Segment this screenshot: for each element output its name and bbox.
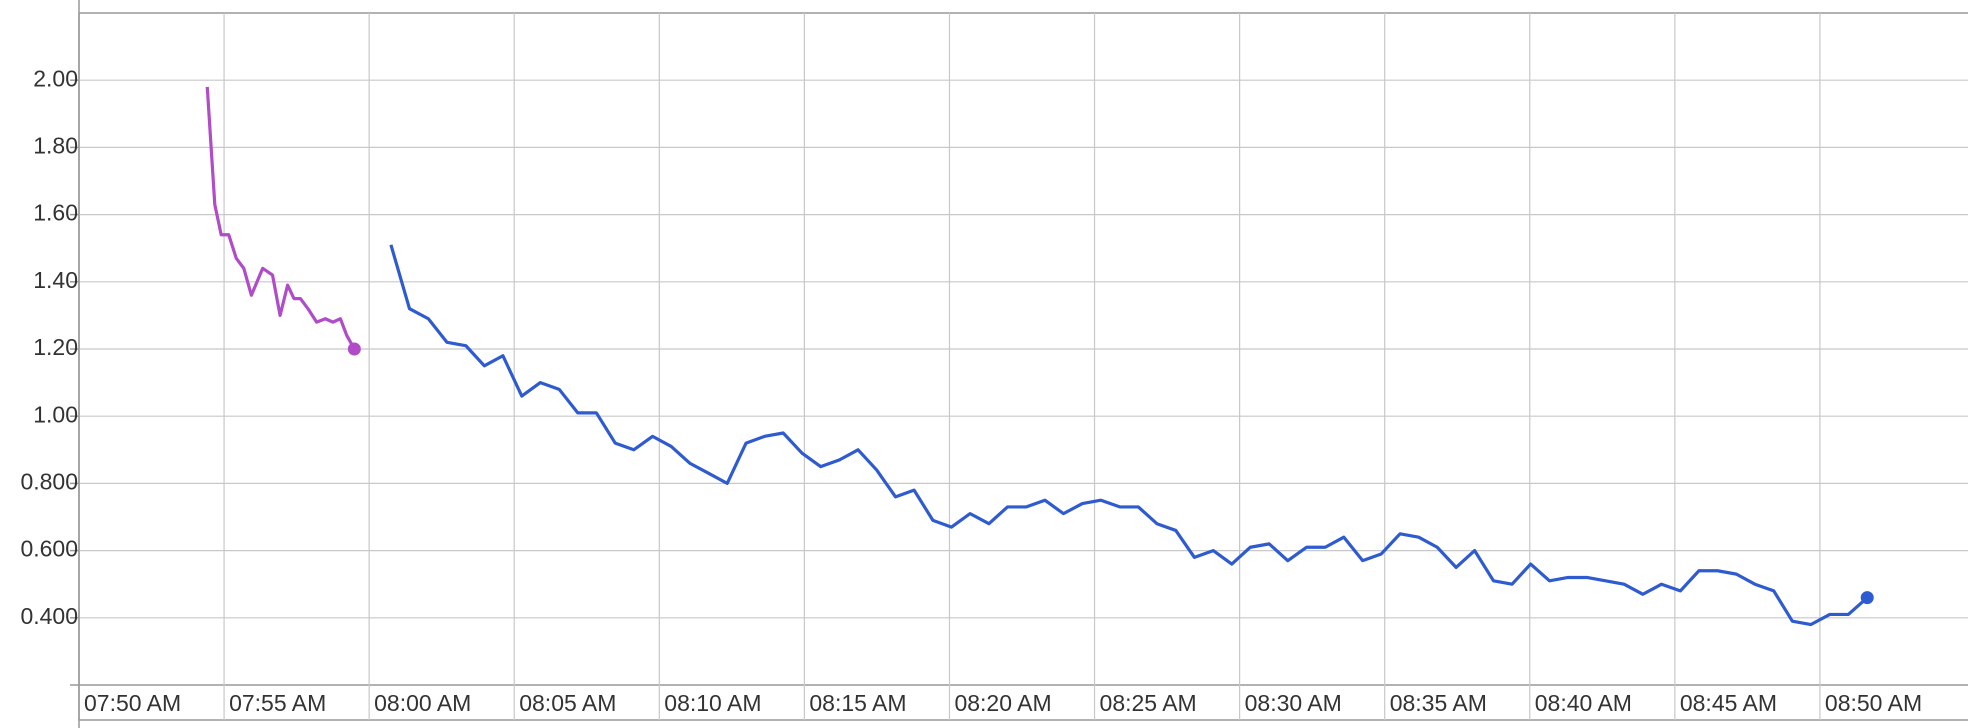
y-tick-label: 1.20 <box>33 334 78 360</box>
x-tick-label: 08:10 AM <box>664 690 761 716</box>
y-tick-label: 1.40 <box>33 267 78 293</box>
y-tick-label: 1.60 <box>33 200 78 226</box>
x-tick-label: 08:00 AM <box>374 690 471 716</box>
x-tick-label: 08:45 AM <box>1680 690 1777 716</box>
series-line <box>205 86 356 350</box>
y-tick-label: 0.600 <box>20 536 78 562</box>
x-tick-label: 07:50 AM <box>84 690 181 716</box>
x-tick-label: 08:25 AM <box>1100 690 1197 716</box>
y-tick-label: 0.800 <box>20 468 78 494</box>
series-line <box>389 244 1869 627</box>
y-tick-label: 1.80 <box>33 132 78 158</box>
x-tick-label: 08:50 AM <box>1825 690 1922 716</box>
y-tick-label: 0.400 <box>20 603 78 629</box>
x-tick-label: 08:05 AM <box>519 690 616 716</box>
x-tick-label: 08:40 AM <box>1535 690 1632 716</box>
y-tick-label: 2.00 <box>33 65 78 91</box>
x-tick-label: 08:15 AM <box>809 690 906 716</box>
x-tick-label: 07:55 AM <box>229 690 326 716</box>
x-tick-label: 08:35 AM <box>1390 690 1487 716</box>
x-tick-label: 08:20 AM <box>954 690 1051 716</box>
series-end-point <box>1860 591 1874 605</box>
y-tick-label: 1.00 <box>33 401 78 427</box>
x-tick-label: 08:30 AM <box>1245 690 1342 716</box>
series-end-point <box>347 342 361 356</box>
